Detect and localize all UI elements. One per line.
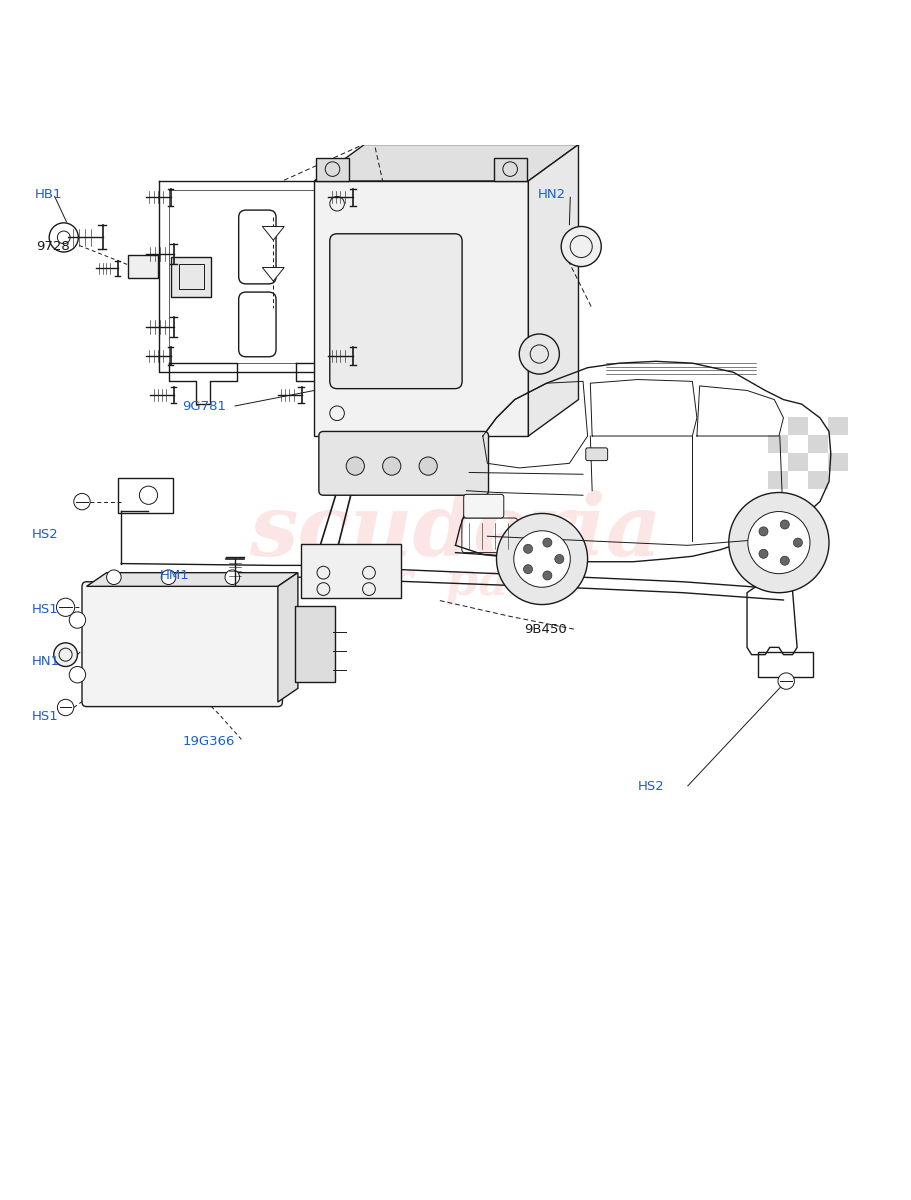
Text: HS1: HS1 <box>32 710 58 724</box>
Circle shape <box>69 666 86 683</box>
FancyBboxPatch shape <box>295 606 335 682</box>
Circle shape <box>793 538 803 547</box>
Text: 9G781: 9G781 <box>182 401 226 413</box>
Polygon shape <box>262 268 284 281</box>
Text: HB1: HB1 <box>35 188 62 202</box>
Text: 9B450: 9B450 <box>524 623 567 636</box>
Text: HS2: HS2 <box>638 780 664 793</box>
Circle shape <box>496 514 588 605</box>
Circle shape <box>49 223 78 252</box>
Circle shape <box>759 550 768 558</box>
FancyBboxPatch shape <box>316 158 349 181</box>
Circle shape <box>524 545 533 553</box>
FancyBboxPatch shape <box>828 416 848 434</box>
Circle shape <box>225 570 240 584</box>
Text: HM1: HM1 <box>159 569 189 582</box>
FancyBboxPatch shape <box>586 448 608 461</box>
Text: HS2: HS2 <box>32 528 58 541</box>
FancyBboxPatch shape <box>768 470 788 488</box>
Text: 19G366: 19G366 <box>182 734 234 748</box>
Circle shape <box>519 334 559 374</box>
Circle shape <box>383 457 401 475</box>
FancyBboxPatch shape <box>788 452 808 470</box>
Circle shape <box>419 457 437 475</box>
Polygon shape <box>278 572 298 702</box>
Circle shape <box>69 612 86 629</box>
FancyBboxPatch shape <box>171 257 211 296</box>
Circle shape <box>161 570 176 584</box>
Circle shape <box>543 538 552 547</box>
Polygon shape <box>262 227 284 240</box>
FancyBboxPatch shape <box>828 452 848 470</box>
Circle shape <box>748 511 810 574</box>
FancyBboxPatch shape <box>128 254 158 278</box>
Circle shape <box>56 598 75 617</box>
FancyBboxPatch shape <box>82 582 282 707</box>
Circle shape <box>561 227 601 266</box>
Circle shape <box>54 643 77 666</box>
FancyBboxPatch shape <box>768 434 788 452</box>
FancyBboxPatch shape <box>788 416 808 434</box>
Circle shape <box>74 493 90 510</box>
Circle shape <box>780 520 789 529</box>
FancyBboxPatch shape <box>464 494 504 518</box>
Polygon shape <box>87 572 298 587</box>
Circle shape <box>543 571 552 580</box>
Text: scuderia: scuderia <box>250 490 661 574</box>
Circle shape <box>729 492 829 593</box>
Circle shape <box>514 530 570 587</box>
Circle shape <box>524 565 533 574</box>
Circle shape <box>780 556 789 565</box>
Text: HS1: HS1 <box>32 602 58 616</box>
Text: car  parts: car parts <box>328 559 583 605</box>
FancyBboxPatch shape <box>808 434 828 452</box>
Text: HN1: HN1 <box>32 655 60 668</box>
Text: HN2: HN2 <box>537 188 566 202</box>
Polygon shape <box>314 144 578 181</box>
FancyBboxPatch shape <box>494 158 527 181</box>
Circle shape <box>555 554 564 564</box>
Circle shape <box>57 700 74 715</box>
FancyBboxPatch shape <box>314 181 528 436</box>
FancyBboxPatch shape <box>319 432 488 496</box>
Circle shape <box>778 673 794 689</box>
FancyBboxPatch shape <box>301 544 401 598</box>
Polygon shape <box>528 144 578 436</box>
Circle shape <box>107 570 121 584</box>
Circle shape <box>346 457 364 475</box>
FancyBboxPatch shape <box>808 470 828 488</box>
Text: 9728: 9728 <box>36 240 70 253</box>
FancyBboxPatch shape <box>330 234 462 389</box>
Circle shape <box>759 527 768 536</box>
